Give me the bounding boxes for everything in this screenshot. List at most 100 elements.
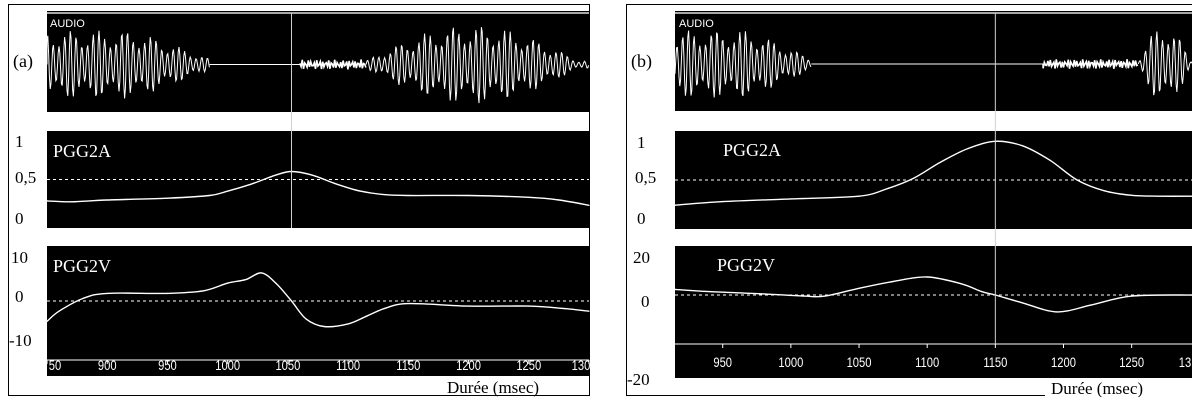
data-point-pgg2v [166, 292, 169, 294]
data-point-pgg2v [58, 310, 60, 312]
x-tick-label: 1200 [1051, 355, 1076, 370]
pgg2v-label: PGG2V [53, 256, 111, 276]
data-point-pgg2v [260, 272, 262, 274]
panel-label: (a) [13, 51, 33, 72]
panel-a: (a) AUDIO PGG2A PGG2V 1 0,5 0 10 0 -10 5… [8, 4, 591, 397]
data-point-pgg2a [467, 194, 470, 197]
pgg2a-tick-0: 0 [15, 209, 24, 228]
data-point-pgg2v [588, 310, 590, 312]
data-point-pgg2v [803, 295, 806, 297]
data-point-pgg2v [708, 291, 710, 293]
series-line-pgg2a [46, 170, 590, 206]
chart-svg-a: (a) AUDIO PGG2A PGG2V 1 0,5 0 10 0 -10 5… [9, 11, 591, 397]
data-point-pgg2v [407, 302, 409, 305]
data-point-pgg2a [383, 194, 385, 196]
pgg2a-tick-half: 0,5 [15, 168, 36, 187]
data-point-pgg2v [275, 282, 277, 284]
data-point-pgg2v [347, 323, 349, 325]
data-point-pgg2a [558, 199, 560, 201]
audio-label: AUDIO [679, 18, 714, 30]
pgg2v-tick-zero: 0 [641, 292, 650, 311]
data-point-pgg2a [311, 174, 313, 176]
x-tick-label: 1100 [336, 358, 360, 373]
data-point-pgg2a [790, 198, 792, 200]
data-point-pgg2a [251, 183, 253, 185]
panel-b: (b) AUDIO PGG2A PGG2V 1 0,5 0 20 0 -20 9… [626, 4, 1192, 397]
x-axis-strip [675, 344, 1192, 378]
x-tick-label: 1150 [983, 355, 1007, 370]
data-point-pgg2a [407, 194, 409, 197]
data-point-pgg2a [858, 195, 860, 197]
data-point-pgg2a [722, 201, 724, 203]
data-point-pgg2v [365, 315, 367, 317]
x-tick-label: 1200 [456, 358, 481, 373]
pgg2a-label: PGG2A [53, 141, 111, 161]
plot-layer [674, 13, 1192, 344]
audio-waveform-segment [1137, 31, 1192, 96]
data-point-pgg2v [892, 280, 894, 283]
data-point-pgg2v [926, 276, 928, 278]
data-point-pgg2v [290, 300, 293, 302]
data-point-pgg2a [46, 200, 48, 202]
duration-label: Durée (msec) [447, 378, 539, 397]
pgg2a-tick-1: 1 [637, 133, 646, 152]
series-line-pgg2v [674, 276, 1192, 313]
audio-waveform-segment [1042, 58, 1139, 70]
data-point-pgg2v [245, 278, 247, 281]
data-point-pgg2a [275, 174, 277, 176]
audio-strip [47, 11, 589, 112]
x-tick-label: 1250 [516, 358, 541, 373]
data-point-pgg2a [1076, 179, 1078, 181]
data-point-pgg2a [528, 196, 530, 198]
data-point-pgg2a [885, 188, 887, 190]
pgg2a-tick-0: 0 [637, 209, 646, 228]
data-point-pgg2v [305, 318, 307, 320]
data-point-pgg2a [227, 190, 229, 192]
x-tick-label: 50 [49, 358, 61, 373]
data-point-pgg2a [209, 194, 211, 197]
chart-svg-b: (b) AUDIO PGG2A PGG2V 1 0,5 0 20 0 -20 9… [627, 11, 1192, 397]
data-point-pgg2v [46, 320, 48, 322]
data-point-pgg2a [106, 199, 108, 201]
x-tick-label: 900 [98, 358, 117, 373]
data-point-pgg2v [1056, 311, 1058, 313]
data-point-pgg2v [824, 295, 826, 297]
x-tick-label: 13 [1179, 355, 1191, 370]
data-point-pgg2v [323, 325, 325, 328]
data-point-pgg2v [1131, 295, 1133, 297]
panel-label: (b) [631, 51, 652, 72]
pgg2v-tick-zero: 0 [15, 287, 24, 306]
data-point-pgg2a [359, 190, 361, 192]
data-point-pgg2v [202, 290, 205, 292]
pgg2v-tick-bottom: -20 [627, 370, 650, 389]
pgg2a-tick-half: 0,5 [635, 168, 656, 187]
pgg2v-strip [47, 246, 589, 376]
x-tick-label: 950 [713, 355, 732, 370]
data-point-pgg2v [467, 305, 470, 307]
data-point-pgg2v [528, 305, 530, 307]
data-point-pgg2v [981, 291, 983, 293]
data-point-pgg2a [335, 183, 337, 185]
data-point-pgg2v [82, 297, 84, 300]
data-point-pgg2a [674, 204, 676, 206]
data-point-pgg2a [166, 197, 169, 199]
x-tick-label: 1250 [1119, 355, 1144, 370]
data-point-pgg2v [106, 292, 108, 294]
data-point-pgg2v [960, 283, 962, 285]
data-point-pgg2v [1090, 304, 1092, 306]
audio-waveform-segment [674, 30, 812, 98]
x-tick-label: 130 [572, 358, 591, 373]
pgg2v-tick-top: 20 [633, 248, 650, 267]
pgg2v-tick-bottom: -10 [9, 331, 32, 350]
plot-layer [46, 13, 590, 328]
data-point-pgg2v [383, 308, 385, 310]
data-point-pgg2v [763, 293, 765, 295]
data-point-pgg2a [1049, 159, 1051, 161]
x-tick-labels: 50 900 950 1000 1050 1100 1150 1200 1250 130 [46, 358, 591, 373]
data-point-pgg2a [588, 204, 590, 206]
pgg2a-label: PGG2A [723, 140, 781, 160]
audio-label: AUDIO [50, 18, 85, 30]
series-line-pgg2a [674, 140, 1192, 206]
data-point-pgg2a [1158, 195, 1160, 197]
x-tick-label: 1050 [275, 358, 300, 373]
